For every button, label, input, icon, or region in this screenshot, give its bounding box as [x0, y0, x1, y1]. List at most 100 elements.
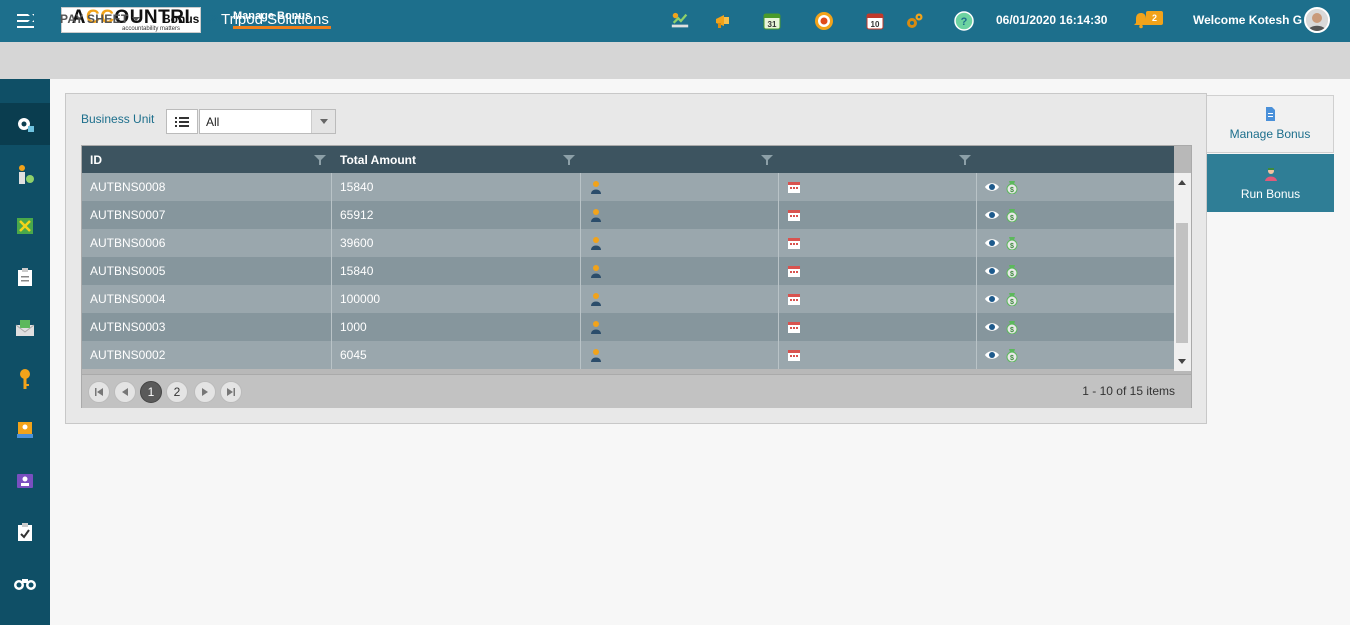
gears-icon[interactable]	[905, 11, 925, 31]
chevron-down-icon[interactable]	[311, 110, 335, 133]
calendar-icon[interactable]	[787, 208, 801, 222]
target-icon[interactable]	[814, 11, 834, 31]
settings-icon[interactable]	[0, 103, 50, 145]
filter-icon[interactable]	[563, 154, 575, 166]
binoculars-icon[interactable]	[0, 562, 50, 604]
breadcrumb-bar	[0, 42, 1350, 79]
cell-employee	[581, 257, 779, 285]
column-header-5	[977, 146, 1174, 173]
accountri-logo[interactable]: ACCOUNTRI accountability matters	[61, 7, 201, 33]
filter-icon[interactable]	[959, 154, 971, 166]
view-icon[interactable]	[985, 264, 999, 278]
salary-person-icon[interactable]	[0, 154, 50, 196]
view-icon[interactable]	[985, 292, 999, 306]
notification-bell-icon[interactable]	[1132, 11, 1152, 31]
column-header-3[interactable]	[581, 146, 779, 173]
clipboard-icon[interactable]	[0, 256, 50, 298]
calendar-icon[interactable]	[787, 348, 801, 362]
table-row[interactable]: AUTBNS0003 1000 $	[82, 313, 1174, 341]
page-2-button[interactable]: 2	[166, 381, 188, 403]
checklist-icon[interactable]	[0, 511, 50, 553]
list-icon[interactable]	[166, 109, 198, 134]
key-icon[interactable]	[0, 358, 50, 400]
column-header-id[interactable]: ID	[82, 146, 332, 173]
view-icon[interactable]	[985, 236, 999, 250]
svg-text:$: $	[1010, 271, 1014, 278]
document-icon	[1266, 107, 1275, 121]
calendar-icon[interactable]	[787, 264, 801, 278]
chart-pen-icon[interactable]	[670, 11, 690, 31]
employee-icon[interactable]	[589, 208, 603, 222]
page-1-button[interactable]: 1	[140, 381, 162, 403]
table-row[interactable]: AUTBNS0005 15840 $	[82, 257, 1174, 285]
column-header-total-amount[interactable]: Total Amount	[332, 146, 581, 173]
bonus-grid: ID Total Amount AUTBNS0008 15840 $ AUTBNS00…	[81, 145, 1192, 408]
tools-icon[interactable]	[0, 205, 50, 247]
arrow-right-icon[interactable]	[18, 9, 38, 27]
scroll-thumb[interactable]	[1176, 223, 1188, 343]
breadcrumb-section[interactable]: Bonus	[162, 12, 200, 26]
cell-id: AUTBNS0008	[82, 173, 332, 201]
column-header-4[interactable]	[779, 146, 977, 173]
employee-icon[interactable]	[589, 348, 603, 362]
money-bag-icon[interactable]: $	[1005, 208, 1019, 222]
view-icon[interactable]	[985, 180, 999, 194]
filter-icon[interactable]	[314, 154, 326, 166]
table-row[interactable]: AUTBNS0007 65912 $	[82, 201, 1174, 229]
profile-card-icon[interactable]	[0, 460, 50, 502]
next-page-icon[interactable]	[194, 381, 216, 403]
calendar-31-icon[interactable]: 31	[762, 11, 782, 31]
svg-text:$: $	[1010, 327, 1014, 334]
business-unit-select[interactable]: All	[199, 109, 336, 134]
money-bag-icon[interactable]: $	[1005, 320, 1019, 334]
calendar-icon[interactable]	[787, 320, 801, 334]
cell-calendar	[779, 285, 977, 313]
calendar-icon[interactable]	[787, 292, 801, 306]
user-avatar[interactable]	[1304, 7, 1330, 33]
employee-icon[interactable]	[589, 180, 603, 194]
cell-employee	[581, 341, 779, 369]
id-card-icon[interactable]	[0, 409, 50, 451]
table-row[interactable]: AUTBNS0004 100000 $	[82, 285, 1174, 313]
calendar-10-icon[interactable]: 10	[865, 11, 885, 31]
breadcrumb-current: Manage Bonus	[233, 10, 331, 29]
filter-icon[interactable]	[761, 154, 773, 166]
view-icon[interactable]	[985, 348, 999, 362]
manage-bonus-tab[interactable]: Manage Bonus	[1207, 95, 1334, 153]
employee-icon[interactable]	[589, 320, 603, 334]
help-icon[interactable]: ?	[954, 11, 974, 31]
money-bag-icon[interactable]: $	[1005, 264, 1019, 278]
table-row[interactable]: AUTBNS0002 6045 $	[82, 341, 1174, 369]
view-icon[interactable]	[985, 208, 999, 222]
cell-id: AUTBNS0003	[82, 313, 332, 341]
view-icon[interactable]	[985, 320, 999, 334]
table-row[interactable]: AUTBNS0008 15840 $	[82, 173, 1174, 201]
cell-actions: $	[977, 285, 1174, 313]
vertical-scrollbar[interactable]	[1174, 173, 1191, 371]
chevron-down-icon[interactable]	[132, 17, 140, 21]
breadcrumb-module[interactable]: PAY SHEET	[60, 12, 129, 26]
money-bag-icon[interactable]: $	[1005, 348, 1019, 362]
menu-toggle-icon[interactable]	[0, 0, 50, 42]
table-row[interactable]: AUTBNS0006 39600 $	[82, 229, 1174, 257]
employee-icon[interactable]	[589, 292, 603, 306]
cell-total-amount: 39600	[332, 229, 581, 257]
employee-icon[interactable]	[589, 264, 603, 278]
first-page-icon[interactable]	[88, 381, 110, 403]
cell-employee	[581, 313, 779, 341]
employee-icon[interactable]	[589, 236, 603, 250]
cell-total-amount: 65912	[332, 201, 581, 229]
money-envelope-icon[interactable]	[0, 307, 50, 349]
scroll-down-icon[interactable]	[1178, 359, 1186, 364]
calendar-icon[interactable]	[787, 180, 801, 194]
megaphone-icon[interactable]	[714, 11, 734, 31]
last-page-icon[interactable]	[220, 381, 242, 403]
run-bonus-tab[interactable]: Run Bonus	[1207, 154, 1334, 212]
money-bag-icon[interactable]: $	[1005, 236, 1019, 250]
money-bag-icon[interactable]: $	[1005, 180, 1019, 194]
money-bag-icon[interactable]: $	[1005, 292, 1019, 306]
prev-page-icon[interactable]	[114, 381, 136, 403]
person-run-icon	[1264, 168, 1277, 181]
scroll-up-icon[interactable]	[1178, 180, 1186, 185]
calendar-icon[interactable]	[787, 236, 801, 250]
